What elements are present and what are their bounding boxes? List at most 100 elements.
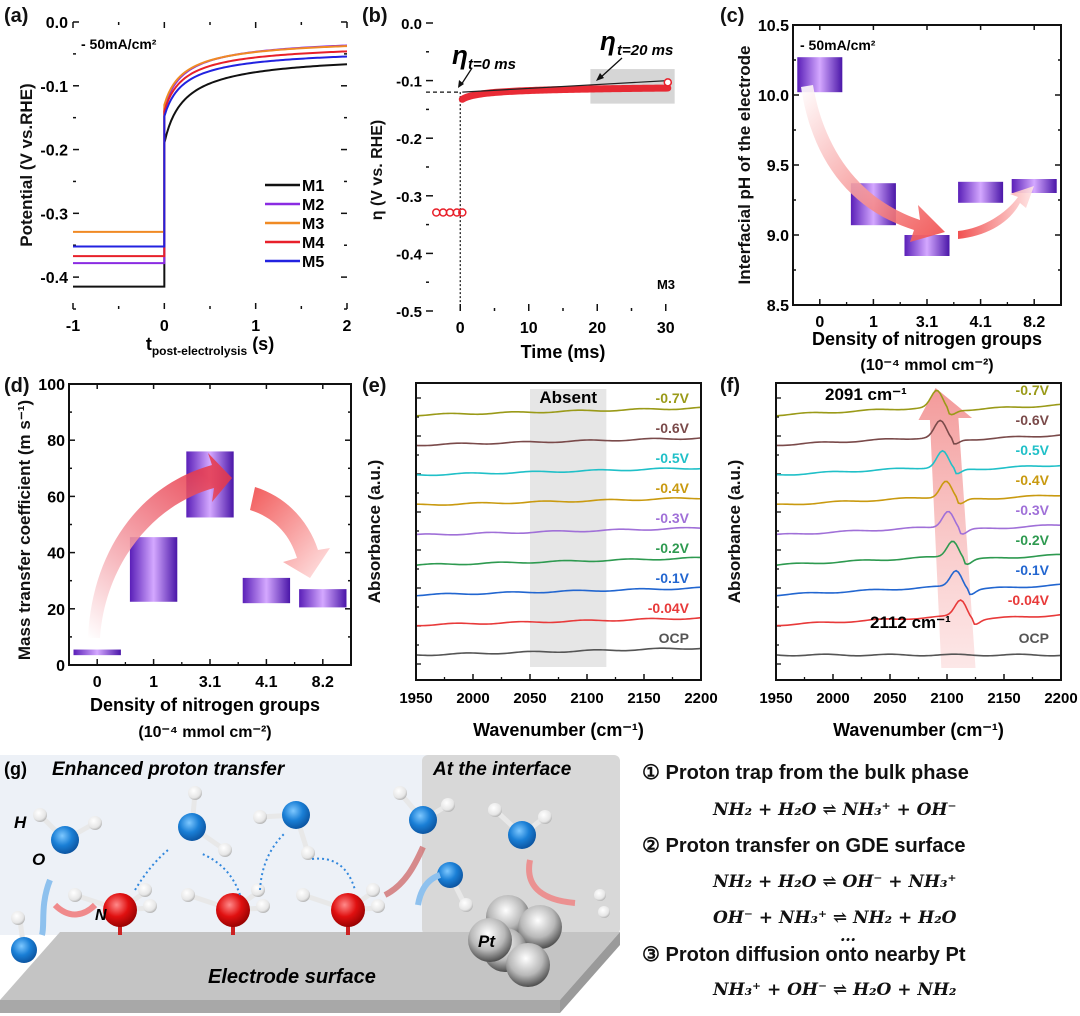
y-tick-label: 100 <box>38 377 65 394</box>
y-tick-label: 40 <box>47 546 65 563</box>
chart-f: 1950 2000 2050 2100 2150 2200 OCP -0.04V -0.1V -0… <box>720 375 1078 740</box>
atom-label-O: O <box>32 850 45 869</box>
electrode-side-edge <box>560 932 620 1013</box>
legend-label-M4: M4 <box>302 235 324 252</box>
x-tick-label: 0 <box>93 674 102 691</box>
y-tick-label: -0.5 <box>396 304 422 321</box>
range-bar-0 <box>73 649 121 656</box>
spectrum--0.04V <box>415 616 702 627</box>
spectrum--0.04V <box>775 599 1062 627</box>
title-enhanced-proton-transfer: Enhanced proton transfer <box>52 759 286 780</box>
spectrum-label--0.04V: -0.04V <box>1008 592 1050 608</box>
nitrogen-atom <box>331 893 365 927</box>
spectrum-label--0.7V: -0.7V <box>656 390 690 406</box>
spectrum--0.3V <box>775 510 1062 536</box>
water-molecule <box>409 806 437 834</box>
atom-label-H: H <box>14 813 27 832</box>
electrode-front-edge <box>0 1000 560 1013</box>
y-axis-title: η (V vs. RHE) <box>369 120 386 220</box>
chart-a: (a) -1 0 1 2 0.0 -0.1 -0.2 -0.3 -0.4 M1 M2 M3 M4 M5 - 5… <box>4 5 352 358</box>
panel-label: (b) <box>362 5 388 27</box>
hydrogen-atom <box>459 898 473 912</box>
spectrum-label--0.3V: -0.3V <box>1016 502 1050 518</box>
peak-shift-arrow <box>918 388 976 668</box>
x-tick-label: 2000 <box>816 690 849 707</box>
hydrogen-molecule-atom <box>594 889 606 901</box>
spectrum-label-OCP: OCP <box>659 630 689 646</box>
proton-arrow <box>526 859 576 906</box>
x-tick-label: 0 <box>456 320 465 337</box>
eta-t20-subscript: t=20 ms <box>617 42 673 59</box>
atom-label-N: N <box>95 907 107 924</box>
legend-label-M3: M3 <box>302 216 324 233</box>
x-tick-label: 30 <box>657 320 675 337</box>
spectrum--0.4V <box>415 497 702 506</box>
mechanism-illustration: Electrode surface (g) Enhanced proton tran… <box>0 755 620 1013</box>
nitrogen-atom <box>103 893 137 927</box>
hydrogen-atom <box>296 888 310 902</box>
y-tick-label: -0.1 <box>396 74 422 91</box>
title-at-interface: At the interface <box>432 759 572 780</box>
y-tick-label: 20 <box>47 602 65 619</box>
x-tick-label: -1 <box>66 318 80 335</box>
chart-e: Absent 1950 2000 2050 2100 2150 2200 OCP -0.04V -… <box>362 375 718 740</box>
range-bar-4.1 <box>242 577 291 604</box>
step-2-title: ② Proton transfer on GDE surface <box>642 835 966 857</box>
x-tick-label: 0 <box>160 318 169 335</box>
water-molecule <box>178 813 206 841</box>
spectrum--0.2V <box>415 556 702 566</box>
x-tick-label: 2000 <box>456 690 489 707</box>
x-tick-label: 8.2 <box>312 674 334 691</box>
x-tick-label: 2200 <box>1044 690 1077 707</box>
x-axis-title: Wavenumber (cm⁻¹) <box>833 720 1004 740</box>
spectrum-OCP <box>775 653 1062 657</box>
atom-label-Pt: Pt <box>478 932 496 951</box>
x-tick-label: 4.1 <box>255 674 277 691</box>
proton-arrow <box>39 878 53 936</box>
x-tick-label: 2150 <box>627 690 660 707</box>
sample-label: M3 <box>657 277 675 292</box>
ellipsis: … <box>840 926 856 945</box>
plot-frame <box>775 382 1062 681</box>
panel-label: (d) <box>4 375 30 397</box>
hydrogen-atom <box>181 888 195 902</box>
spectrum--0.5V <box>415 467 702 477</box>
data-point-pre <box>452 208 462 217</box>
x-tick-label: 20 <box>588 320 606 337</box>
electrode-surface <box>0 932 620 1000</box>
spectrum--0.7V <box>415 406 702 417</box>
y-axis-title: Interfacial pH of the electrode <box>735 46 754 285</box>
panel-label: (a) <box>4 5 28 27</box>
x-axis-title: tpost-electrolysis (s) <box>146 334 274 358</box>
series-line-M1 <box>73 63 348 288</box>
hydrogen-atom <box>251 883 265 897</box>
step-3-title: ③ Proton diffusion onto nearby Pt <box>642 944 966 966</box>
trend-arrow-down <box>801 85 945 242</box>
range-bar-1 <box>129 537 178 602</box>
spectrum-label--0.5V: -0.5V <box>1016 442 1050 458</box>
chart-d: 0 1 3.1 4.1 8.2 0 20 40 60 80 100 (d) Mass transfer … <box>4 375 352 741</box>
spectrum--0.3V <box>415 526 702 536</box>
x-tick-label: 10 <box>520 320 538 337</box>
hydrogen-atom <box>11 911 25 925</box>
arrow-t0-head <box>458 80 464 88</box>
water-molecule <box>508 821 536 849</box>
hydrogen-atom <box>138 883 152 897</box>
y-axis-title: Mass transfer coefficient (m s⁻¹) <box>15 400 34 660</box>
step-1-marker: ① <box>642 762 660 784</box>
hydrogen-atom <box>68 888 82 902</box>
y-tick-label: -0.2 <box>40 143 68 160</box>
chart-c: 0 1 3.1 4.1 8.2 8.5 9.0 9.5 10.0 10.5 (c) - 50mA/cm… <box>720 5 1062 374</box>
y-tick-label: 60 <box>47 489 65 506</box>
legend-label-M1: M1 <box>302 178 324 195</box>
range-bar-4.1 <box>958 181 1004 203</box>
panel-label: (c) <box>720 5 744 27</box>
trend-arrow-up <box>88 453 232 638</box>
spectrum-label--0.5V: -0.5V <box>656 450 690 466</box>
hydrogen-atom <box>441 798 455 812</box>
range-bar-8.2 <box>1011 179 1057 193</box>
hydrogen-molecule-atom <box>598 906 610 918</box>
y-tick-label: 0.0 <box>401 16 422 33</box>
plot-frame <box>415 382 702 681</box>
y-tick-label: 80 <box>47 433 65 450</box>
